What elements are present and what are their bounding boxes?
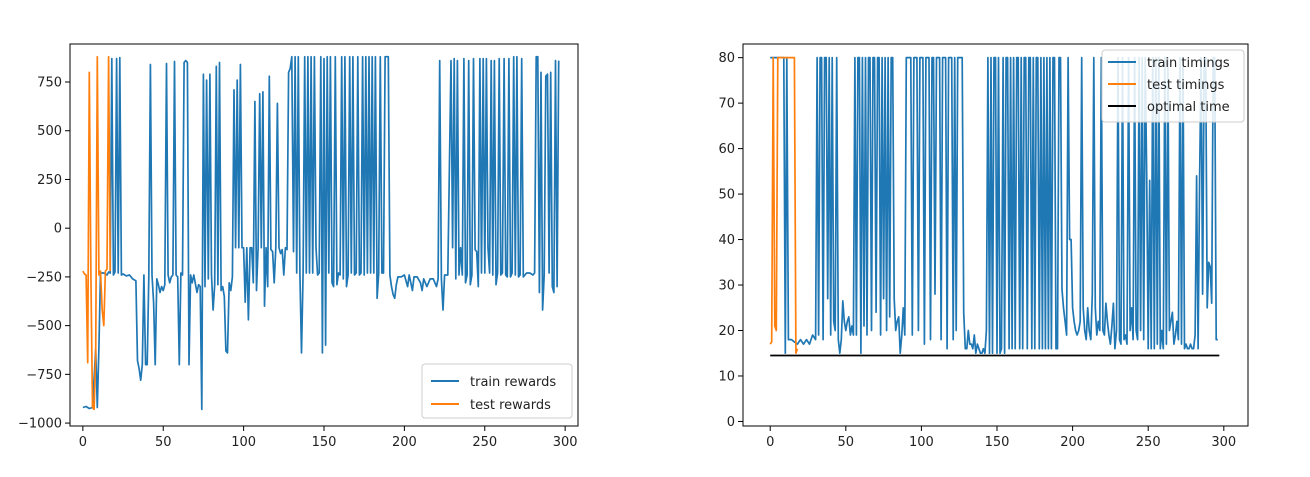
legend-label-optimal-time: optimal time	[1147, 100, 1230, 115]
timings-xtick-label: 100	[909, 435, 934, 450]
timings-ytick-label: 70	[718, 97, 735, 112]
timings-ytick-label: 60	[718, 142, 735, 157]
rewards-xtick-label: 0	[79, 435, 87, 450]
timings-series	[769, 56, 1220, 357]
timings-ytick-label: 80	[718, 51, 735, 66]
rewards-xtick-label: 300	[553, 435, 578, 450]
legend-label-test-rewards: test rewards	[470, 398, 551, 413]
legend-label-test-timings: test timings	[1147, 78, 1225, 93]
rewards-ticks: 0 50 100 150 200 250 300 −1000 −750 −500 −250 0 250 5…	[18, 76, 578, 450]
series-line-test-rewards	[82, 55, 112, 411]
timings-ytick-label: 50	[718, 188, 735, 203]
timings-xtick-label: 300	[1211, 435, 1236, 450]
rewards-ytick-label: 750	[37, 76, 62, 91]
timings-legend-box	[1101, 49, 1245, 123]
timings-xtick-label: 200	[1060, 435, 1085, 450]
rewards-legend-box	[421, 363, 573, 419]
timings-xtick-label: 150	[985, 435, 1010, 450]
timings-legend: train timings test timings optimal time	[1101, 49, 1245, 123]
rewards-ytick-label: 250	[37, 173, 62, 188]
legend-label-train-timings: train timings	[1147, 56, 1230, 71]
rewards-ytick-label: −500	[26, 319, 62, 334]
timings-ytick-label: 10	[718, 369, 735, 384]
timings-xtick-label: 250	[1136, 435, 1161, 450]
rewards-ytick-label: 500	[37, 124, 62, 139]
rewards-ytick-label: −250	[26, 270, 62, 285]
rewards-chart: 0 50 100 150 200 250 300 −1000 −750 −500 −250 0 250 5…	[18, 43, 579, 450]
timings-xtick-label: 50	[838, 435, 855, 450]
timings-chart: 0 50 100 150 200 250 300 0 10 20 30 40 50 60 70 80 trai…	[718, 43, 1249, 450]
rewards-xtick-label: 250	[472, 435, 497, 450]
timings-ytick-label: 0	[727, 415, 735, 430]
legend-label-train-rewards: train rewards	[470, 375, 556, 390]
timings-ytick-label: 40	[718, 233, 735, 248]
timings-ticks: 0 50 100 150 200 250 300 0 10 20 30 40 50 60 70 80	[718, 51, 1236, 450]
series-line-train-timings	[770, 56, 1218, 355]
rewards-ytick-label: −750	[26, 368, 62, 383]
timings-xtick-label: 0	[766, 435, 774, 450]
rewards-legend: train rewards test rewards	[421, 363, 573, 419]
rewards-xtick-label: 50	[155, 435, 172, 450]
series-line-test-timings	[769, 56, 799, 355]
series-line-train-rewards	[82, 55, 560, 411]
timings-ytick-label: 30	[718, 279, 735, 294]
rewards-ytick-label: 0	[54, 222, 62, 237]
rewards-ytick-label: −1000	[18, 417, 62, 432]
rewards-xtick-label: 100	[231, 435, 256, 450]
timings-ytick-label: 20	[718, 324, 735, 339]
rewards-xtick-label: 150	[312, 435, 337, 450]
rewards-xtick-label: 200	[392, 435, 417, 450]
rewards-series	[82, 55, 560, 411]
